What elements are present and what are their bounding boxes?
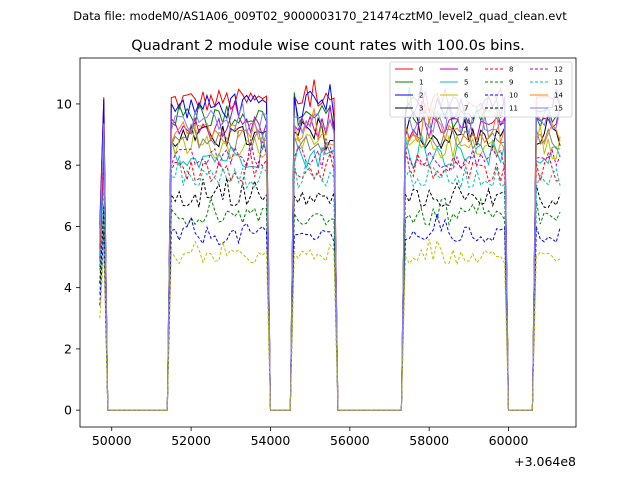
series-line-10	[99, 213, 561, 411]
series-line-11	[99, 177, 561, 411]
legend-label-12: 12	[554, 66, 563, 74]
chart-suptitle: Data file: modeM0/AS1A06_009T02_90000031…	[73, 9, 567, 23]
legend-label-6: 6	[464, 92, 469, 100]
legend-label-7: 7	[464, 105, 468, 113]
series-line-13	[99, 155, 561, 411]
y-tick-label: 6	[64, 219, 72, 234]
legend-label-4: 4	[464, 66, 469, 74]
legend-label-13: 13	[554, 79, 563, 87]
x-tick-label: 52000	[171, 433, 211, 448]
series-line-12	[99, 137, 561, 411]
x-tick-label: 50000	[92, 433, 132, 448]
legend-label-8: 8	[509, 66, 513, 74]
x-tick-label: 54000	[251, 433, 291, 448]
x-tick-label: 58000	[409, 433, 449, 448]
y-tick-label: 8	[64, 158, 72, 173]
plot-frame	[79, 57, 577, 428]
legend-label-1: 1	[419, 79, 423, 87]
x-tick-label: 60000	[489, 433, 529, 448]
legend-label-15: 15	[554, 105, 563, 113]
series-line-15	[99, 101, 561, 411]
series-line-6	[99, 122, 561, 411]
legend-label-2: 2	[419, 92, 423, 100]
y-tick-label: 4	[64, 280, 72, 295]
legend-label-10: 10	[509, 92, 518, 100]
series-layer	[99, 79, 561, 411]
series-line-yellow-dashed	[99, 238, 561, 411]
y-tick-label: 10	[56, 96, 72, 111]
series-line-8	[99, 147, 561, 411]
series-line-9	[99, 196, 561, 411]
y-tick-label: 2	[64, 341, 72, 356]
legend-label-5: 5	[464, 79, 468, 87]
x-axis: 50000 52000 54000 56000 58000 60000	[92, 427, 529, 448]
legend-label-11: 11	[509, 105, 518, 113]
legend-label-0: 0	[419, 66, 423, 74]
chart-title: Quadrant 2 module wise count rates with …	[131, 38, 525, 54]
series-line-3	[99, 111, 561, 411]
legend-label-14: 14	[554, 92, 563, 100]
x-tick-label: 56000	[330, 433, 370, 448]
y-tick-label: 0	[64, 403, 72, 418]
y-axis: 0 2 4 6 8 10	[56, 96, 80, 418]
legend-label-3: 3	[419, 105, 423, 113]
x-offset-label: +3.064e8	[514, 454, 576, 469]
legend-box	[389, 61, 573, 118]
legend-label-9: 9	[509, 79, 513, 87]
